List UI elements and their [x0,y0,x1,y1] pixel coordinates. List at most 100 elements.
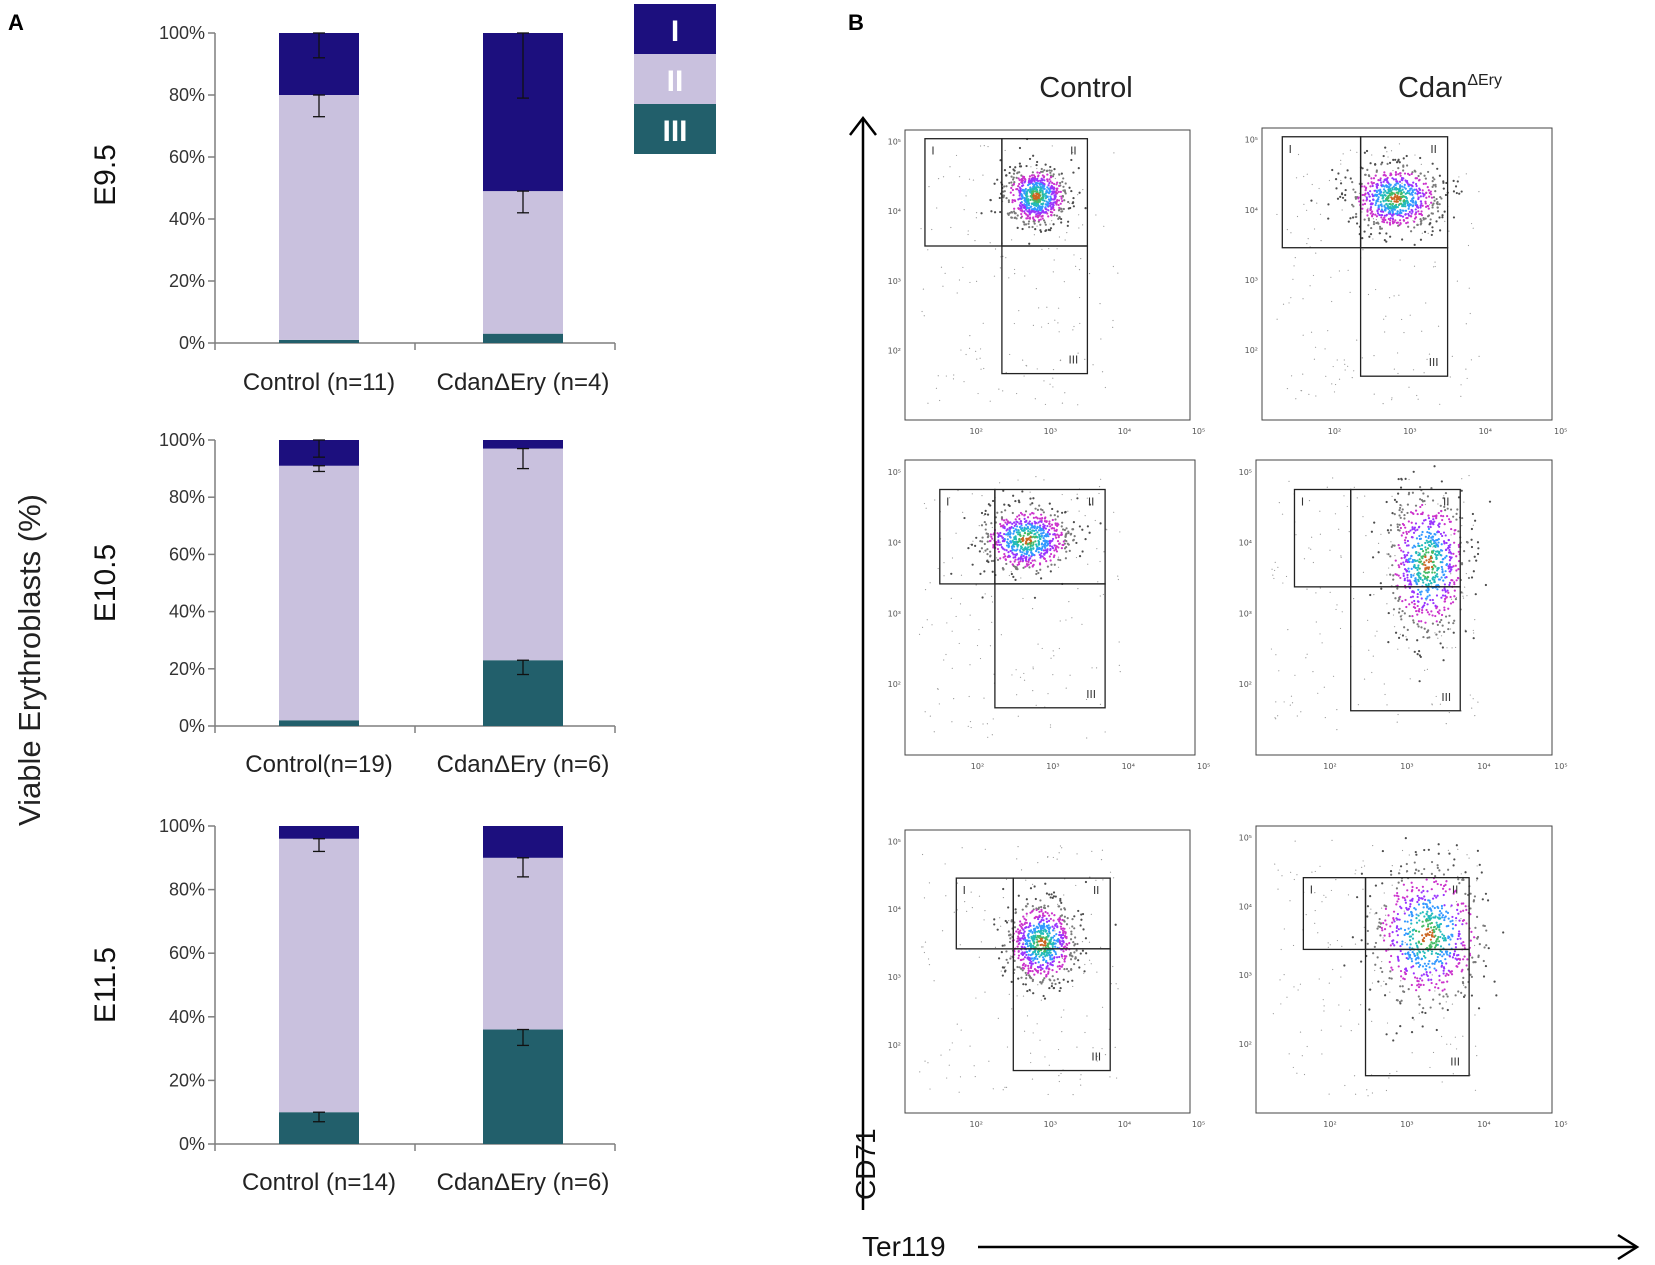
event-dot [1072,1093,1074,1096]
event-dot [1472,698,1474,700]
event-dot [1364,195,1366,197]
event-dot [1019,929,1022,932]
event-dot [1019,511,1023,515]
event-dot [1381,194,1384,198]
event-dot [1432,998,1435,1001]
event-dot [1030,957,1034,960]
event-dot [1444,508,1447,512]
event-dot [1099,302,1101,305]
category-label: Control (n=14) [242,1169,396,1196]
event-dot [1018,939,1021,942]
event-dot [1058,955,1061,959]
event-dot [1472,637,1475,640]
event-dot [1038,171,1041,175]
event-dot [961,847,963,849]
event-dot [986,540,989,543]
event-dot [1398,189,1401,193]
event-dot [1018,310,1020,312]
event-dot [1004,558,1007,561]
event-dot [943,575,945,577]
event-dot [1398,172,1402,175]
event-dot [1032,547,1035,550]
event-dot [1430,610,1433,613]
event-dot [1073,325,1075,328]
event-dot [1058,960,1061,964]
event-dot [1048,941,1051,944]
event-dot [1457,875,1459,878]
event-dot [1386,180,1389,184]
event-dot [1007,930,1010,933]
event-dot [1472,227,1474,229]
event-dot [1401,600,1404,603]
event-dot [1404,942,1406,944]
bar-segment-III [483,1029,563,1144]
event-dot [1051,982,1054,985]
event-dot [1063,960,1066,963]
event-dot [1481,898,1484,901]
event-dot [1056,515,1059,518]
event-dot [1437,566,1440,570]
event-dot [1063,189,1066,192]
bar-segment-III [279,339,359,343]
event-dot [1068,942,1071,945]
event-dot [1043,997,1047,1000]
event-dot [1452,216,1456,219]
event-dot [1411,491,1414,494]
event-dot [1443,1017,1445,1019]
event-dot [1426,590,1429,594]
event-dot [1049,559,1052,562]
event-dot [1430,193,1433,196]
event-dot [1050,527,1053,530]
event-dot [1444,193,1448,197]
event-dot [1014,908,1017,911]
event-dot [1053,168,1056,171]
event-dot [1039,964,1042,967]
event-dot [1434,632,1436,634]
event-dot [1379,922,1383,925]
event-dot [1360,185,1363,188]
event-dot [1442,972,1445,975]
event-dot [1053,197,1056,201]
event-dot [1046,212,1049,215]
event-dot [1399,869,1401,871]
event-dot [1016,995,1018,997]
event-dot [1404,541,1407,544]
event-dot [1417,578,1420,581]
event-dot [1007,542,1010,545]
event-dot [1385,177,1389,181]
event-dot [1415,583,1419,586]
event-dot [1397,648,1399,650]
event-dot [1005,562,1008,566]
event-dot [1330,276,1332,278]
event-dot [1024,200,1027,203]
event-dot [1005,257,1007,259]
event-dot [979,357,981,359]
event-dot [1059,934,1062,937]
event-dot [1032,668,1034,670]
event-dot [988,540,991,543]
event-dot [1290,871,1292,873]
event-dot [1030,977,1033,980]
event-dot [1335,608,1337,611]
event-dot [1447,538,1450,542]
event-dot [1342,153,1344,155]
event-dot [1001,974,1004,977]
event-dot [1462,976,1465,979]
event-dot [1411,209,1414,212]
flow-x-tick: 10² [970,427,983,436]
event-dot [1035,543,1038,546]
event-dot [1049,229,1052,232]
event-dot [1024,178,1027,181]
event-dot [1057,322,1059,324]
event-dot [1005,549,1008,552]
event-dot [960,1029,962,1031]
event-dot [1038,218,1041,222]
event-dot [1011,563,1014,566]
event-dot [1338,528,1340,530]
event-dot [999,267,1001,269]
event-dot [1046,180,1049,183]
event-dot [1414,212,1417,216]
event-dot [1019,560,1022,563]
event-dot [1313,228,1316,230]
event-dot [1431,905,1434,908]
